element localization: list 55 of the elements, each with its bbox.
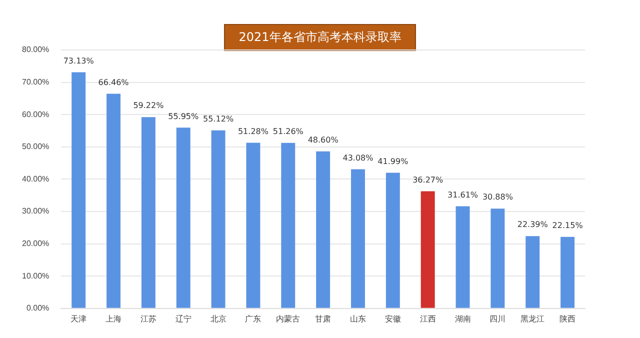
x-tick-label: 广东 (245, 314, 262, 324)
x-tick-label: 甘肃 (315, 314, 332, 324)
bar (420, 191, 435, 308)
x-tick-label: 湖南 (454, 314, 471, 324)
data-label: 73.13% (63, 56, 94, 66)
y-tick-label: 40.00% (22, 174, 50, 184)
data-label: 30.88% (482, 192, 514, 202)
x-tick-label: 四川 (490, 314, 506, 324)
bar (106, 94, 121, 308)
data-label: 51.26% (272, 126, 304, 136)
y-tick-label: 10.00% (22, 271, 50, 280)
chart-title: 2021年各省市高考本科录取率 (224, 24, 416, 51)
x-tick-label: 内蒙古 (276, 314, 300, 324)
data-label: 55.12% (203, 114, 234, 124)
x-tick-label: 陕西 (560, 314, 576, 324)
data-label: 41.99% (378, 156, 409, 166)
y-tick-label: 70.00% (22, 78, 50, 87)
bar (560, 236, 575, 308)
y-tick-label: 0.00% (26, 304, 50, 313)
x-tick-label: 北京 (210, 314, 226, 324)
data-label: 22.39% (517, 220, 548, 230)
x-tick-label: 辽宁 (175, 314, 192, 324)
bar (490, 208, 505, 308)
y-tick-label: 20.00% (22, 239, 50, 248)
bar (456, 206, 470, 308)
x-tick-label: 山东 (350, 314, 366, 324)
data-label: 31.61% (448, 190, 478, 200)
x-tick-label: 江西 (420, 314, 436, 324)
bar (141, 117, 156, 308)
y-tick-label: 50.00% (22, 142, 50, 152)
data-label: 22.15% (552, 220, 584, 230)
y-tick-label: 60.00% (22, 110, 50, 119)
bar (281, 142, 296, 308)
x-tick-label: 江苏 (140, 314, 156, 324)
bar (246, 142, 260, 308)
y-tick-label: 80.00% (22, 45, 50, 54)
bar (316, 151, 330, 308)
data-label: 48.60% (308, 136, 339, 144)
bar (526, 236, 540, 308)
bar (386, 172, 400, 308)
x-tick-label: 上海 (106, 314, 122, 324)
bar (176, 128, 190, 308)
bar (72, 72, 86, 308)
y-tick-label: 30.00% (22, 206, 50, 216)
x-tick-label: 天津 (70, 314, 87, 324)
data-label: 66.46% (98, 78, 130, 87)
bar (211, 130, 226, 308)
data-label: 51.28% (238, 126, 269, 136)
x-tick-label: 黑龙江 (520, 314, 545, 324)
x-tick-label: 安徽 (384, 314, 401, 324)
data-label: 55.95% (168, 112, 200, 121)
data-label: 43.08% (342, 153, 374, 162)
bar (351, 169, 365, 308)
data-label: 59.22% (133, 101, 164, 110)
data-label: 36.27% (412, 175, 444, 184)
